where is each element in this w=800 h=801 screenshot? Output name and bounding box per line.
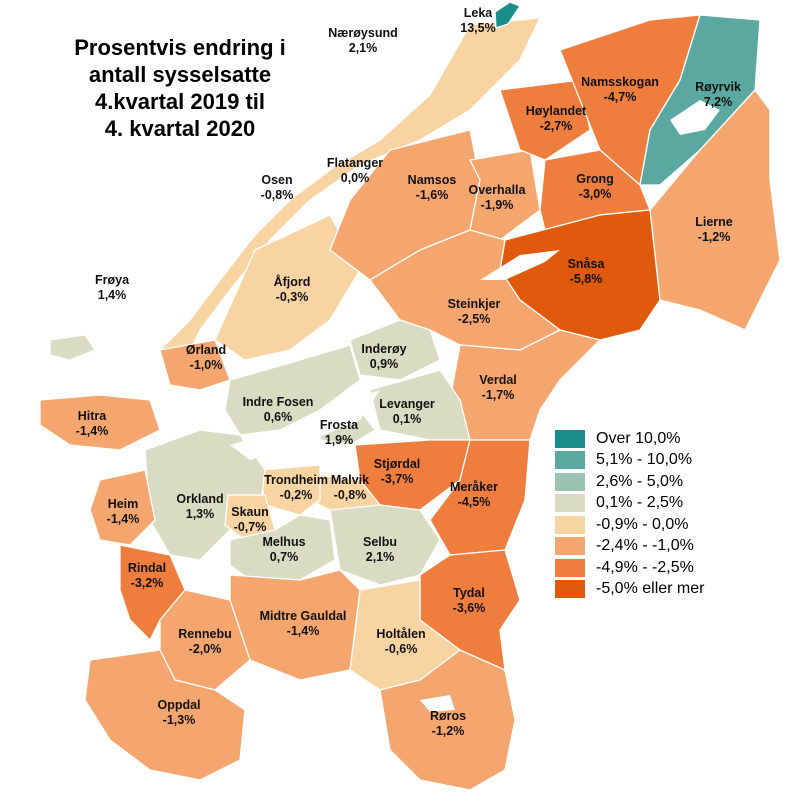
title-line-3: 4.kvartal 2019 til <box>94 89 265 114</box>
label-meraker: Meråker -4,5% <box>450 480 498 509</box>
region-inderoy <box>349 319 441 381</box>
label-tydal: Tydal -3,6% <box>452 586 486 615</box>
legend-label: -5,0% eller mer <box>596 580 705 598</box>
region-lierne <box>649 89 781 331</box>
legend-item-minus-1: -2,4% - -1,0% <box>555 536 704 558</box>
label-leka: Leka 13,5% <box>460 6 496 35</box>
legend-swatch <box>555 580 585 599</box>
region-leka <box>494 1 521 29</box>
label-midtre-gauldal: Midtre Gauldal -1,4% <box>259 609 347 638</box>
legend-swatch <box>555 515 585 534</box>
legend-swatch <box>555 558 585 577</box>
label-skaun: Skaun -0,7% <box>231 505 269 534</box>
region-indre-fosen <box>224 344 361 436</box>
lake-roros <box>420 695 455 712</box>
label-holtalen: Holtålen -0,6% <box>376 627 426 656</box>
label-royrvik: Røyrvik 7,2% <box>695 80 741 109</box>
legend-item-minus-5: -5,0% eller mer <box>555 579 704 601</box>
label-afjord: Åfjord -0,3% <box>273 275 311 304</box>
label-oppdal: Oppdal -1,3% <box>157 698 201 727</box>
region-orland <box>159 339 231 391</box>
map-title: Prosentvis endring i antall sysselsatte … <box>30 34 330 142</box>
label-rennebu: Rennebu -2,0% <box>178 627 232 656</box>
region-roros <box>379 649 516 791</box>
label-trondheim: Trondheim -0,2% <box>264 473 328 502</box>
label-namsos: Namsos -1,6% <box>407 173 457 202</box>
label-hitra: Hitra -1,4% <box>75 409 109 438</box>
region-afjord <box>214 214 361 361</box>
label-roros: Røros -1,2% <box>429 709 467 738</box>
legend-label: 2,6% - 5,0% <box>596 472 684 490</box>
label-orkland: Orkland 1,3% <box>176 492 224 521</box>
label-selbu: Selbu 2,1% <box>362 535 398 564</box>
label-steinkjer: Steinkjer -2,5% <box>447 297 501 326</box>
label-levanger: Levanger 0,1% <box>379 397 435 426</box>
legend-label: 0,1% - 2,5% <box>596 494 684 512</box>
lake-snasavatnet <box>480 250 560 280</box>
label-froya: Frøya 1,4% <box>94 273 130 302</box>
legend: Over 10,0% 5,1% - 10,0% 2,6% - 5,0% 0,1%… <box>555 428 704 600</box>
legend-swatch <box>555 429 585 448</box>
legend-item-0-2: 0,1% - 2,5% <box>555 493 704 515</box>
label-melhus: Melhus 0,7% <box>262 535 306 564</box>
lake-royrvik <box>670 100 720 135</box>
label-stjordal: Stjørdal -3,7% <box>373 457 421 486</box>
region-melhus <box>229 514 336 581</box>
region-selbu <box>329 504 441 586</box>
legend-swatch <box>555 494 585 513</box>
label-heim: Heim -1,4% <box>106 497 140 526</box>
legend-swatch <box>555 451 585 470</box>
label-frosta: Frosta 1,9% <box>319 418 359 447</box>
label-verdal: Verdal -1,7% <box>479 373 517 402</box>
region-oppdal <box>84 649 246 781</box>
legend-swatch <box>555 537 585 556</box>
region-hitra <box>39 394 161 451</box>
legend-label: Over 10,0% <box>596 429 681 447</box>
label-hoylandet: Høylandet -2,7% <box>525 104 587 133</box>
legend-item-5-10: 5,1% - 10,0% <box>555 450 704 472</box>
region-froya <box>49 334 96 361</box>
fjord-trondheim <box>230 390 380 460</box>
label-indre-fosen: Indre Fosen 0,6% <box>242 395 314 424</box>
title-line-4: 4. kvartal 2020 <box>104 116 256 141</box>
legend-label: -0,9% - 0,0% <box>596 515 689 533</box>
legend-item-2-5: 2,6% - 5,0% <box>555 471 704 493</box>
legend-item-minus-0: -0,9% - 0,0% <box>555 514 704 536</box>
legend-label: 5,1% - 10,0% <box>596 451 693 469</box>
label-inderoy: Inderøy 0,9% <box>361 342 407 371</box>
label-grong: Grong -3,0% <box>576 172 614 201</box>
region-heim <box>89 469 156 546</box>
label-snasa: Snåsa -5,8% <box>567 257 605 286</box>
label-orland: Ørland -1,0% <box>185 343 227 372</box>
label-naroysund: Nærøysund 2,1% <box>328 26 398 55</box>
label-overhalla: Overhalla -1,9% <box>468 183 526 212</box>
label-osen: Osen -0,8% <box>260 173 294 202</box>
legend-item-minus-2: -4,9% - -2,5% <box>555 557 704 579</box>
region-rindal <box>119 544 186 641</box>
label-rindal: Rindal -3,2% <box>127 561 167 590</box>
title-line-2: antall sysselsatte <box>88 62 272 87</box>
legend-label: -2,4% - -1,0% <box>596 537 694 555</box>
legend-label: -4,9% - -2,5% <box>596 558 694 576</box>
label-lierne: Lierne -1,2% <box>695 215 733 244</box>
legend-item-over-10: Over 10,0% <box>555 428 704 450</box>
label-malvik: Malvik -0,8% <box>330 473 370 502</box>
label-flatanger: Flatanger 0,0% <box>326 156 384 185</box>
legend-swatch <box>555 472 585 491</box>
title-line-1: Prosentvis endring i <box>74 35 286 60</box>
label-namsskogan: Namsskogan -4,7% <box>581 75 659 104</box>
